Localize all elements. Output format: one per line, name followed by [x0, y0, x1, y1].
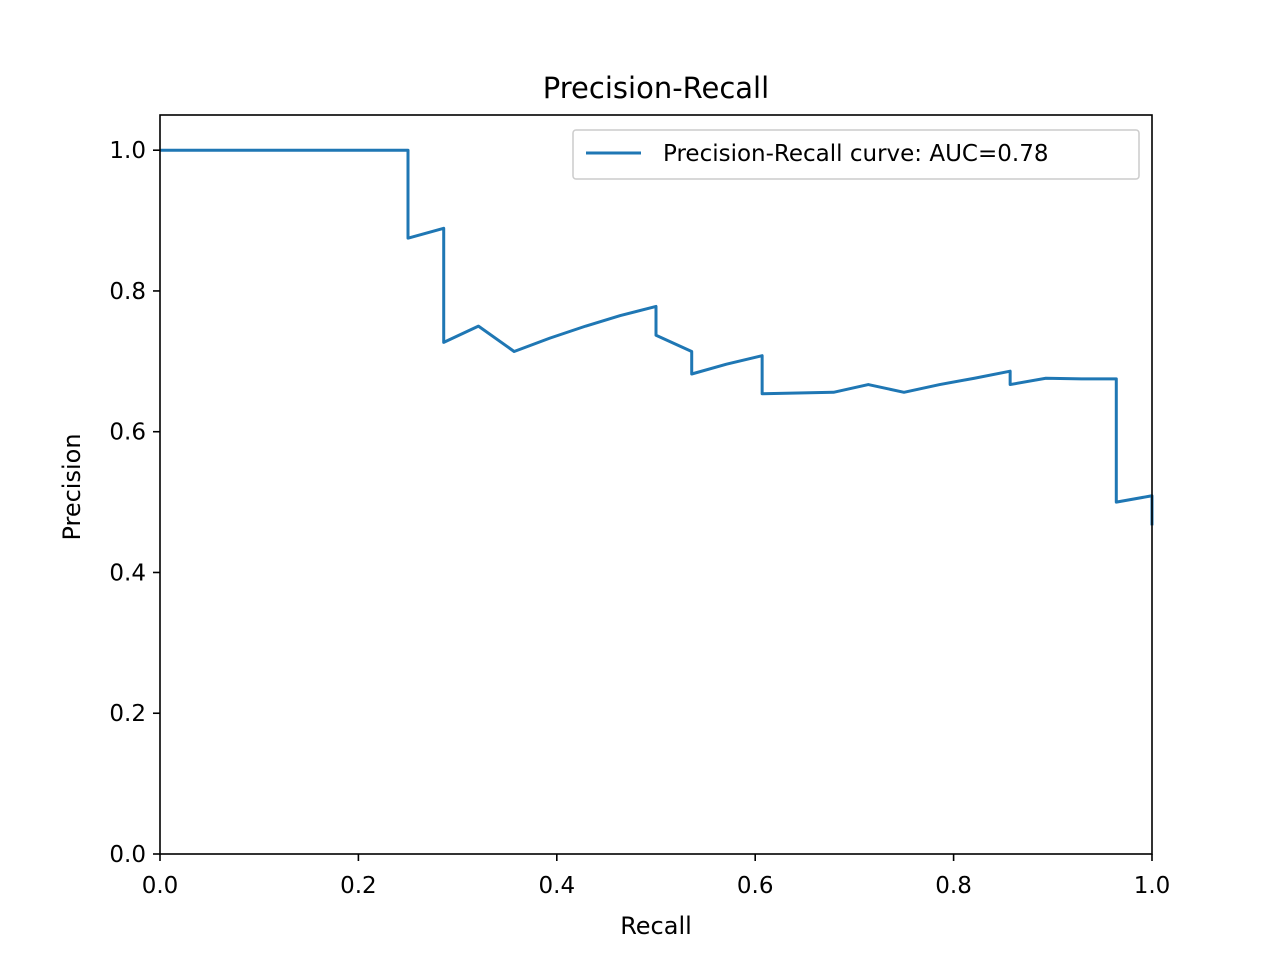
- y-tick-label: 1.0: [109, 138, 146, 164]
- x-axis-ticks: 0.0 0.2 0.4 0.6 0.8 1.0: [142, 854, 1171, 899]
- x-tick-label: 0.8: [935, 873, 972, 899]
- axes-frame: [159, 114, 1153, 855]
- x-tick-label: 1.0: [1134, 873, 1171, 899]
- x-tick-label: 0.0: [142, 873, 179, 899]
- y-tick-label: 0.0: [109, 842, 146, 868]
- x-tick-label: 0.2: [340, 873, 377, 899]
- chart-title: Precision-Recall: [543, 71, 769, 105]
- precision-recall-curve: [160, 148, 1154, 526]
- legend: Precision-Recall curve: AUC=0.78: [572, 129, 1140, 180]
- y-tick-label: 0.4: [109, 560, 146, 586]
- y-tick-label: 0.6: [109, 420, 146, 446]
- axes-background: [160, 115, 1152, 854]
- x-tick-label: 0.4: [539, 873, 576, 899]
- curve-layer: [160, 148, 1154, 526]
- plot-area: [159, 114, 1154, 855]
- x-tick-label: 0.6: [737, 873, 774, 899]
- y-axis-label: Precision: [58, 433, 86, 540]
- x-axis-label: Recall: [620, 912, 692, 940]
- legend-box: [572, 129, 1140, 180]
- y-tick-label: 0.8: [109, 279, 146, 305]
- legend-label: Precision-Recall curve: AUC=0.78: [663, 141, 1048, 167]
- y-tick-label: 0.2: [109, 701, 146, 727]
- y-axis-ticks: 0.0 0.2 0.4 0.6 0.8 1.0: [109, 138, 160, 868]
